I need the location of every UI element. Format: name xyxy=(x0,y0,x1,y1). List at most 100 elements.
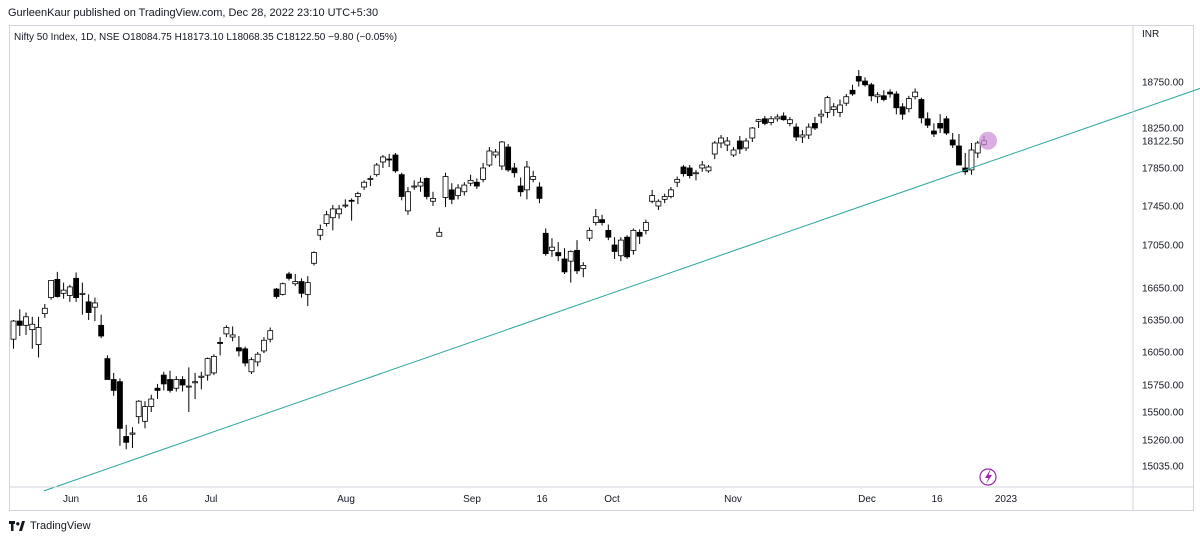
candle[interactable] xyxy=(55,272,60,298)
candle[interactable] xyxy=(750,127,755,142)
candle[interactable] xyxy=(468,175,473,186)
candle[interactable] xyxy=(568,250,573,282)
candle[interactable] xyxy=(781,112,786,120)
candle[interactable] xyxy=(255,352,260,366)
candle[interactable] xyxy=(124,425,129,449)
candle[interactable] xyxy=(374,163,379,177)
candle[interactable] xyxy=(531,171,536,182)
candle[interactable] xyxy=(230,326,235,341)
candle[interactable] xyxy=(211,354,216,375)
candle[interactable] xyxy=(837,99,842,116)
candle[interactable] xyxy=(424,178,429,200)
candle[interactable] xyxy=(24,313,29,335)
candle[interactable] xyxy=(399,173,404,201)
candle[interactable] xyxy=(631,228,636,254)
candle[interactable] xyxy=(869,83,874,101)
candle[interactable] xyxy=(243,347,248,367)
candle[interactable] xyxy=(431,192,436,206)
candle[interactable] xyxy=(681,165,686,177)
candle[interactable] xyxy=(668,187,673,198)
candle[interactable] xyxy=(888,89,893,97)
candle[interactable] xyxy=(80,283,85,315)
candle[interactable] xyxy=(249,358,254,375)
candle[interactable] xyxy=(725,137,730,151)
candle[interactable] xyxy=(537,182,542,203)
candle[interactable] xyxy=(111,373,116,396)
candle[interactable] xyxy=(969,143,974,175)
candle[interactable] xyxy=(293,274,298,286)
candle[interactable] xyxy=(443,173,448,207)
candle[interactable] xyxy=(819,110,824,124)
candle[interactable] xyxy=(556,242,561,261)
candle[interactable] xyxy=(956,134,961,165)
candle[interactable] xyxy=(806,123,811,139)
candle[interactable] xyxy=(687,165,692,178)
candle[interactable] xyxy=(224,325,229,337)
candle[interactable] xyxy=(330,205,335,230)
candle[interactable] xyxy=(236,336,241,356)
candle[interactable] xyxy=(700,161,705,172)
candle[interactable] xyxy=(618,237,623,261)
candle[interactable] xyxy=(600,215,605,226)
candle[interactable] xyxy=(756,119,761,128)
candle[interactable] xyxy=(337,205,342,219)
candle[interactable] xyxy=(180,376,185,391)
candle[interactable] xyxy=(637,229,642,244)
candle[interactable] xyxy=(74,272,79,301)
candle[interactable] xyxy=(506,144,511,172)
candle[interactable] xyxy=(36,317,41,358)
candle[interactable] xyxy=(675,177,680,187)
candle[interactable] xyxy=(606,225,611,241)
time-axis[interactable]: Jun 16 Jul Aug Sep 16 Oct Nov Dec 16 2023 xyxy=(63,494,1018,505)
candle[interactable] xyxy=(142,401,147,428)
candle[interactable] xyxy=(625,235,630,259)
candle[interactable] xyxy=(900,103,905,120)
candle[interactable] xyxy=(362,180,367,190)
candle[interactable] xyxy=(105,355,110,379)
candle[interactable] xyxy=(906,96,911,113)
candle[interactable] xyxy=(130,427,135,448)
candle[interactable] xyxy=(737,136,742,154)
candle[interactable] xyxy=(305,276,310,306)
candle[interactable] xyxy=(437,227,442,236)
candle[interactable] xyxy=(312,251,317,265)
candle[interactable] xyxy=(355,192,360,204)
candle[interactable] xyxy=(800,130,805,143)
candle[interactable] xyxy=(205,358,210,381)
candle[interactable] xyxy=(587,227,592,241)
candle[interactable] xyxy=(581,262,586,277)
candle[interactable] xyxy=(499,141,504,170)
price-axis[interactable]: 18750.0018250.0018122.5017850.0017450.00… xyxy=(1142,78,1184,473)
candle[interactable] xyxy=(881,90,886,101)
candle[interactable] xyxy=(562,248,567,274)
candle[interactable] xyxy=(17,309,22,336)
candle[interactable] xyxy=(149,395,154,412)
candle[interactable] xyxy=(474,178,479,188)
candle[interactable] xyxy=(575,240,580,274)
candle[interactable] xyxy=(412,180,417,190)
candle[interactable] xyxy=(512,163,517,178)
candle[interactable] xyxy=(343,199,348,208)
candle[interactable] xyxy=(963,153,968,175)
candle[interactable] xyxy=(787,117,792,126)
candle[interactable] xyxy=(518,178,523,197)
candle[interactable] xyxy=(593,209,598,226)
candle[interactable] xyxy=(462,182,467,195)
candle[interactable] xyxy=(487,147,492,167)
candle[interactable] xyxy=(324,211,329,227)
candle[interactable] xyxy=(875,92,880,103)
candle[interactable] xyxy=(493,149,498,158)
candle[interactable] xyxy=(712,141,717,159)
candle[interactable] xyxy=(280,283,285,296)
candle[interactable] xyxy=(86,294,91,320)
candle[interactable] xyxy=(762,116,767,125)
candle[interactable] xyxy=(844,94,849,106)
candle[interactable] xyxy=(656,199,661,210)
candle[interactable] xyxy=(831,103,836,116)
candle[interactable] xyxy=(894,91,899,114)
candle[interactable] xyxy=(612,237,617,259)
candle[interactable] xyxy=(650,190,655,203)
candle[interactable] xyxy=(950,133,955,148)
candle[interactable] xyxy=(719,135,724,148)
